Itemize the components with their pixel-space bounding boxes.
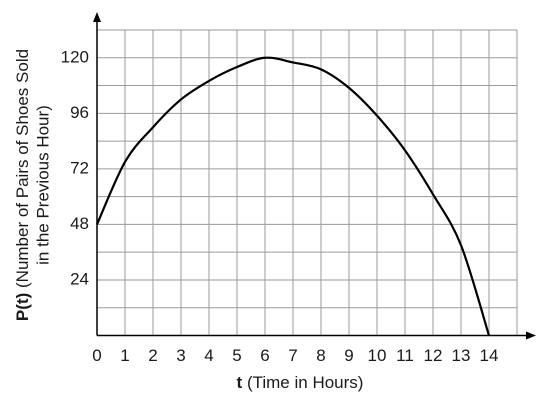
x-tick-label: 9	[344, 346, 353, 365]
x-label-var: t	[237, 373, 243, 392]
y-label-text: (Number of Pairs of Shoes Sold	[13, 49, 32, 288]
x-tick-label: 6	[260, 346, 269, 365]
x-tick-label: 1	[120, 346, 129, 365]
y-label-line1: P(t) (Number of Pairs of Shoes Sold	[13, 49, 32, 321]
x-tick-label: 14	[480, 346, 499, 365]
x-tick-label: 0	[92, 346, 101, 365]
x-tick-label: 4	[204, 346, 213, 365]
x-tick-label: 7	[288, 346, 297, 365]
y-label-var: P(t)	[13, 293, 32, 321]
curve	[95, 56, 491, 336]
x-tick-label: 11	[396, 346, 414, 365]
x-tick-label: 12	[424, 346, 443, 365]
y-tick-label: 24	[70, 269, 89, 288]
x-tick-label: 3	[176, 346, 185, 365]
y-tick-label: 120	[61, 47, 89, 66]
x-axis-arrow	[526, 331, 536, 340]
y-axis-arrow	[93, 12, 101, 22]
x-axis-label: t (Time in Hours)	[237, 373, 364, 392]
x-tick-label: 5	[232, 346, 241, 365]
y-axis-label: P(t) (Number of Pairs of Shoes Sold in t…	[13, 49, 52, 321]
x-tick-label: 10	[368, 346, 387, 365]
x-tick-label: 13	[452, 346, 471, 365]
y-tick-label: 72	[70, 158, 89, 177]
x-tick-label: 2	[148, 346, 157, 365]
y-tick-label: 96	[70, 103, 89, 122]
y-label-line2: in the Previous Hour)	[33, 105, 52, 265]
x-label-text: (Time in Hours)	[247, 373, 364, 392]
y-tick-label: 48	[70, 214, 89, 233]
x-tick-label: 8	[316, 346, 325, 365]
